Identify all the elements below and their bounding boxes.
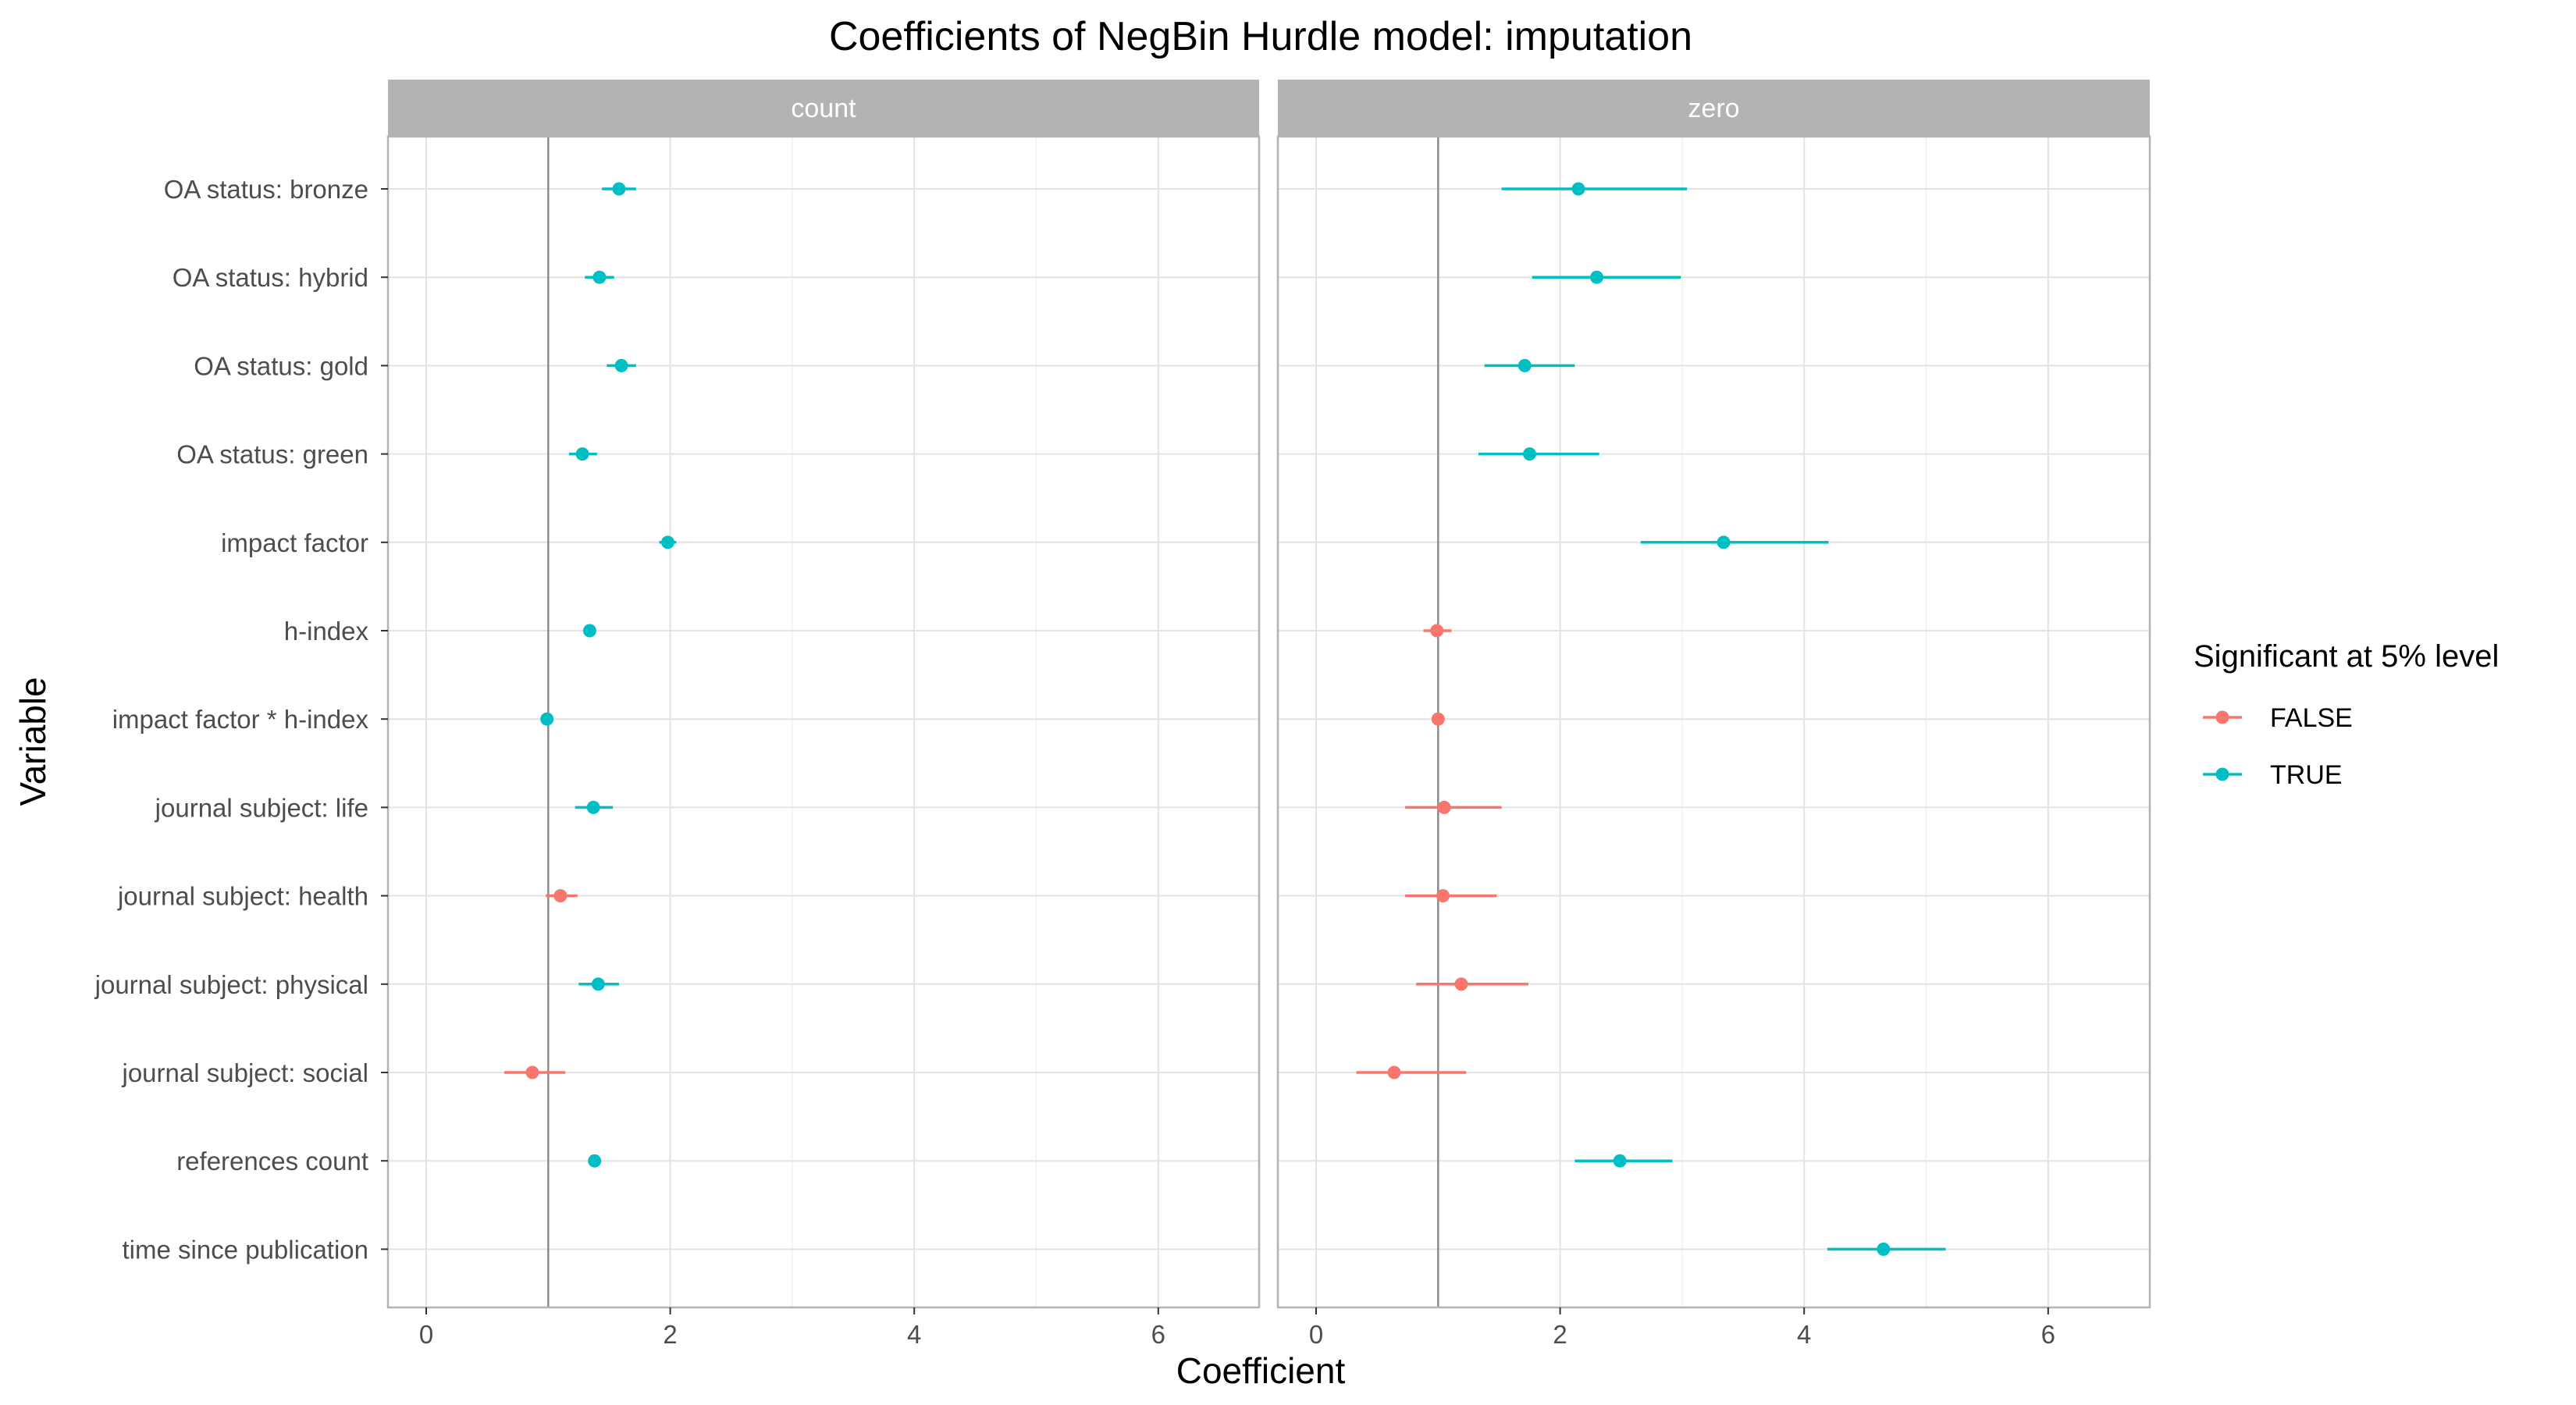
x-axis-title: Coefficient	[1176, 1350, 1346, 1391]
data-point-group	[546, 889, 578, 903]
data-point-group	[568, 447, 597, 461]
data-point	[1387, 1065, 1401, 1080]
y-tick-label: time since publication	[123, 1235, 369, 1264]
data-point	[588, 1154, 602, 1168]
data-point-group	[575, 800, 614, 814]
data-point	[1613, 1154, 1627, 1168]
data-point-group	[504, 1065, 566, 1080]
x-tick-label: 4	[1797, 1320, 1811, 1349]
data-point-group	[582, 624, 596, 638]
data-point-group	[578, 977, 619, 991]
legend-label: FALSE	[2270, 703, 2353, 733]
data-point-group	[540, 712, 554, 726]
x-tick-label: 6	[1151, 1320, 1165, 1349]
data-point-group	[1484, 358, 1575, 372]
data-point	[540, 712, 554, 726]
data-point	[592, 270, 607, 284]
y-tick-label: impact factor * h-index	[112, 705, 369, 734]
data-point	[1877, 1242, 1891, 1256]
data-point	[1436, 889, 1450, 903]
panel-border	[1276, 135, 2151, 1309]
data-point-group	[607, 358, 636, 372]
y-tick-label: OA status: bronze	[164, 175, 368, 204]
data-point-group	[659, 535, 677, 550]
data-point	[614, 358, 628, 372]
legend-label: TRUE	[2270, 760, 2343, 790]
data-point-group	[1416, 977, 1528, 991]
data-point-group	[585, 270, 614, 284]
data-point	[1589, 270, 1603, 284]
data-point	[575, 447, 589, 461]
facet-panels: count 0 2 4 6 zero 0 2 4 6	[386, 80, 2151, 1349]
data-point	[1717, 535, 1731, 550]
y-tick-label: OA status: gold	[194, 351, 368, 380]
data-point	[586, 800, 600, 814]
data-point	[1437, 800, 1451, 814]
data-point	[525, 1065, 539, 1080]
legend-title: Significant at 5% level	[2194, 639, 2499, 674]
data-point-group	[1405, 889, 1497, 903]
data-point	[1431, 712, 1445, 726]
legend-key-point	[2215, 710, 2229, 724]
data-point	[1571, 182, 1585, 196]
data-point-group	[1532, 270, 1681, 284]
x-tick-label: 4	[907, 1320, 921, 1349]
data-point	[591, 977, 605, 991]
y-tick-label: impact factor	[221, 528, 368, 557]
data-point	[582, 624, 596, 638]
facet-strip-label-zero: zero	[1688, 94, 1739, 123]
y-axis-labels: OA status: bronze OA status: hybrid OA sta…	[94, 175, 388, 1264]
x-tick-label: 2	[663, 1320, 677, 1349]
data-point	[660, 535, 674, 550]
legend-key-point	[2215, 767, 2229, 781]
y-tick-label: references count	[176, 1147, 368, 1176]
data-point-group	[602, 182, 636, 196]
facet-zero: zero 0 2 4 6	[1276, 80, 2151, 1349]
data-point-group	[1640, 535, 1829, 550]
legend-entry-false: FALSE	[2203, 703, 2353, 733]
data-point	[553, 889, 568, 903]
data-point-group	[1423, 624, 1452, 638]
data-point-group	[1501, 182, 1688, 196]
data-point-group	[1574, 1154, 1673, 1168]
data-point-group	[1431, 712, 1445, 726]
legend-entry-true: TRUE	[2203, 760, 2343, 790]
facet-strip-label-count: count	[791, 94, 856, 123]
legend-entries: FALSE TRUE	[2203, 703, 2353, 790]
y-tick-label: h-index	[284, 617, 369, 646]
y-tick-label: journal subject: social	[122, 1058, 369, 1087]
x-tick-label: 0	[419, 1320, 433, 1349]
facet-count: count 0 2 4 6	[386, 80, 1261, 1349]
y-axis-title: Variable	[12, 677, 53, 806]
data-point	[1523, 447, 1537, 461]
data-point-group	[588, 1154, 602, 1168]
data-point	[612, 182, 626, 196]
y-tick-label: OA status: green	[176, 440, 368, 469]
data-point-group	[1405, 800, 1502, 814]
data-point-group	[1827, 1242, 1946, 1256]
x-tick-label: 6	[2041, 1320, 2055, 1349]
data-point	[1454, 977, 1468, 991]
x-tick-label: 2	[1553, 1320, 1567, 1349]
x-tick-label: 0	[1309, 1320, 1323, 1349]
data-point-group	[1478, 447, 1599, 461]
panel-border	[386, 135, 1261, 1309]
y-tick-label: journal subject: life	[155, 793, 368, 822]
data-point	[1517, 358, 1532, 372]
facet-strip-count	[388, 80, 1259, 137]
chart-title: Coefficients of NegBin Hurdle model: imp…	[829, 14, 1692, 59]
legend: Significant at 5% level FALSE TRUE	[2194, 639, 2499, 790]
y-tick-label: OA status: hybrid	[173, 263, 368, 292]
facet-strip-zero	[1278, 80, 2150, 137]
y-tick-label: journal subject: health	[117, 882, 368, 911]
data-point-group	[1356, 1065, 1467, 1080]
data-point	[1430, 624, 1444, 638]
y-tick-label: journal subject: physical	[94, 970, 368, 999]
